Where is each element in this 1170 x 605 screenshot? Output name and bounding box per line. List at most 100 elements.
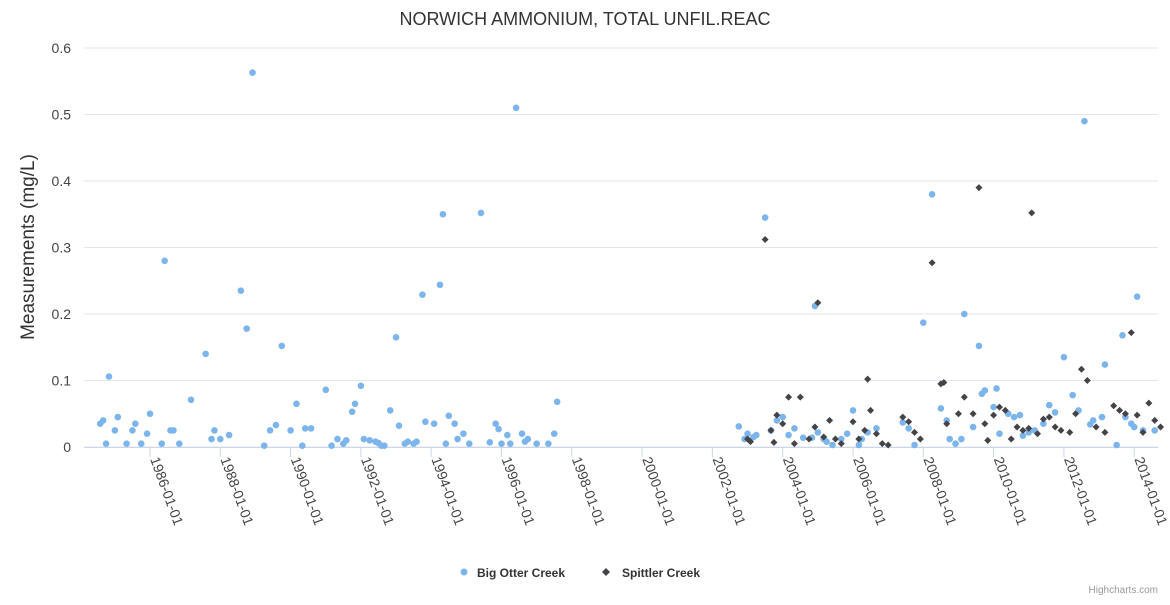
data-point-big-otter-creek[interactable] (161, 257, 168, 265)
data-point-big-otter-creek[interactable] (837, 435, 845, 443)
data-point-spittler-creek[interactable] (1145, 399, 1153, 407)
legend[interactable]: Big Otter Creek Spittler Creek (460, 566, 701, 580)
data-point-big-otter-creek[interactable] (348, 408, 356, 416)
data-point-big-otter-creek[interactable] (445, 412, 453, 420)
data-point-big-otter-creek[interactable] (899, 419, 907, 426)
data-point-spittler-creek[interactable] (811, 423, 819, 431)
data-point-spittler-creek[interactable] (767, 426, 775, 434)
data-point-big-otter-creek[interactable] (301, 425, 309, 432)
data-point-spittler-creek[interactable] (1072, 410, 1080, 418)
data-point-big-otter-creek[interactable] (498, 440, 505, 447)
data-point-big-otter-creek[interactable] (1045, 401, 1053, 409)
data-point-big-otter-creek[interactable] (1060, 353, 1068, 361)
data-point-big-otter-creek[interactable] (911, 441, 918, 449)
data-point-spittler-creek[interactable] (1157, 423, 1165, 431)
data-point-big-otter-creek[interactable] (217, 435, 224, 443)
data-point-big-otter-creek[interactable] (170, 427, 177, 434)
data-point-big-otter-creek[interactable] (272, 421, 280, 429)
data-point-big-otter-creek[interactable] (1119, 331, 1126, 339)
data-point-spittler-creek[interactable] (1007, 435, 1015, 443)
data-point-big-otter-creek[interactable] (293, 400, 300, 408)
data-point-spittler-creek[interactable] (1045, 413, 1053, 421)
data-point-big-otter-creek[interactable] (504, 431, 511, 439)
data-point-spittler-creek[interactable] (1066, 428, 1074, 436)
data-point-big-otter-creek[interactable] (129, 427, 136, 434)
data-point-big-otter-creek[interactable] (981, 387, 989, 394)
data-point-spittler-creek[interactable] (1139, 428, 1147, 436)
data-point-big-otter-creek[interactable] (975, 342, 983, 350)
data-point-big-otter-creek[interactable] (202, 350, 209, 358)
data-point-big-otter-creek[interactable] (524, 435, 532, 443)
data-point-big-otter-creek[interactable] (1016, 411, 1024, 419)
data-point-spittler-creek[interactable] (1034, 430, 1042, 438)
data-point-big-otter-creek[interactable] (99, 417, 107, 424)
data-point-big-otter-creek[interactable] (553, 398, 561, 406)
data-point-big-otter-creek[interactable] (442, 440, 450, 447)
data-point-big-otter-creek[interactable] (905, 425, 912, 432)
data-point-spittler-creek[interactable] (916, 435, 924, 443)
data-point-big-otter-creek[interactable] (799, 434, 807, 441)
data-point-big-otter-creek[interactable] (105, 373, 113, 380)
data-point-spittler-creek[interactable] (1101, 428, 1109, 436)
data-point-spittler-creek[interactable] (861, 426, 869, 434)
data-point-spittler-creek[interactable] (849, 418, 857, 426)
data-point-spittler-creek[interactable] (975, 184, 983, 192)
data-point-big-otter-creek[interactable] (123, 440, 130, 447)
data-point-big-otter-creek[interactable] (518, 430, 526, 438)
data-point-spittler-creek[interactable] (1051, 423, 1059, 431)
data-point-spittler-creek[interactable] (790, 440, 798, 448)
data-point-big-otter-creek[interactable] (506, 440, 514, 447)
data-point-big-otter-creek[interactable] (419, 291, 426, 299)
data-point-big-otter-creek[interactable] (386, 407, 394, 414)
data-point-big-otter-creek[interactable] (1130, 423, 1138, 431)
data-point-big-otter-creek[interactable] (961, 310, 968, 318)
data-point-big-otter-creek[interactable] (1010, 413, 1018, 421)
data-point-big-otter-creek[interactable] (278, 342, 286, 350)
data-point-spittler-creek[interactable] (785, 393, 793, 401)
data-point-spittler-creek[interactable] (905, 418, 913, 426)
data-point-big-otter-creek[interactable] (744, 430, 751, 438)
data-point-spittler-creek[interactable] (1077, 365, 1085, 373)
data-point-spittler-creek[interactable] (928, 259, 936, 267)
data-point-big-otter-creek[interactable] (249, 69, 256, 76)
data-point-big-otter-creek[interactable] (322, 386, 330, 394)
data-point-spittler-creek[interactable] (981, 420, 989, 428)
data-point-big-otter-creek[interactable] (785, 431, 792, 439)
data-point-spittler-creek[interactable] (884, 441, 892, 449)
data-point-big-otter-creek[interactable] (761, 214, 769, 221)
data-point-big-otter-creek[interactable] (225, 431, 233, 439)
data-point-big-otter-creek[interactable] (928, 191, 936, 198)
data-point-big-otter-creek[interactable] (237, 287, 245, 295)
data-point-big-otter-creek[interactable] (175, 440, 183, 447)
data-point-spittler-creek[interactable] (1121, 410, 1129, 418)
data-point-big-otter-creek[interactable] (873, 425, 880, 432)
data-point-spittler-creek[interactable] (1001, 406, 1009, 414)
data-point-big-otter-creek[interactable] (357, 382, 365, 390)
data-point-spittler-creek[interactable] (1133, 411, 1141, 419)
data-point-spittler-creek[interactable] (1083, 377, 1091, 384)
data-point-spittler-creek[interactable] (855, 435, 863, 443)
data-point-spittler-creek[interactable] (826, 416, 834, 424)
data-point-big-otter-creek[interactable] (187, 396, 195, 404)
data-point-spittler-creek[interactable] (911, 428, 919, 436)
data-point-spittler-creek[interactable] (1013, 423, 1021, 431)
data-point-big-otter-creek[interactable] (1051, 409, 1059, 416)
data-point-spittler-creek[interactable] (1127, 329, 1135, 337)
data-point-big-otter-creek[interactable] (1089, 417, 1097, 424)
data-point-big-otter-creek[interactable] (395, 422, 403, 430)
data-point-big-otter-creek[interactable] (735, 423, 743, 430)
data-point-big-otter-creek[interactable] (993, 385, 1000, 392)
data-point-big-otter-creek[interactable] (430, 420, 438, 428)
data-point-big-otter-creek[interactable] (779, 413, 786, 421)
data-point-big-otter-creek[interactable] (533, 440, 540, 447)
data-point-big-otter-creek[interactable] (823, 438, 830, 445)
data-point-big-otter-creek[interactable] (1019, 432, 1027, 439)
data-point-big-otter-creek[interactable] (328, 442, 335, 449)
data-point-big-otter-creek[interactable] (102, 440, 110, 447)
data-point-big-otter-creek[interactable] (454, 435, 461, 443)
data-point-big-otter-creek[interactable] (351, 400, 359, 408)
data-point-spittler-creek[interactable] (796, 393, 804, 401)
data-point-big-otter-creek[interactable] (990, 403, 997, 411)
data-point-big-otter-creek[interactable] (137, 440, 145, 447)
data-point-spittler-creek[interactable] (1092, 423, 1100, 431)
